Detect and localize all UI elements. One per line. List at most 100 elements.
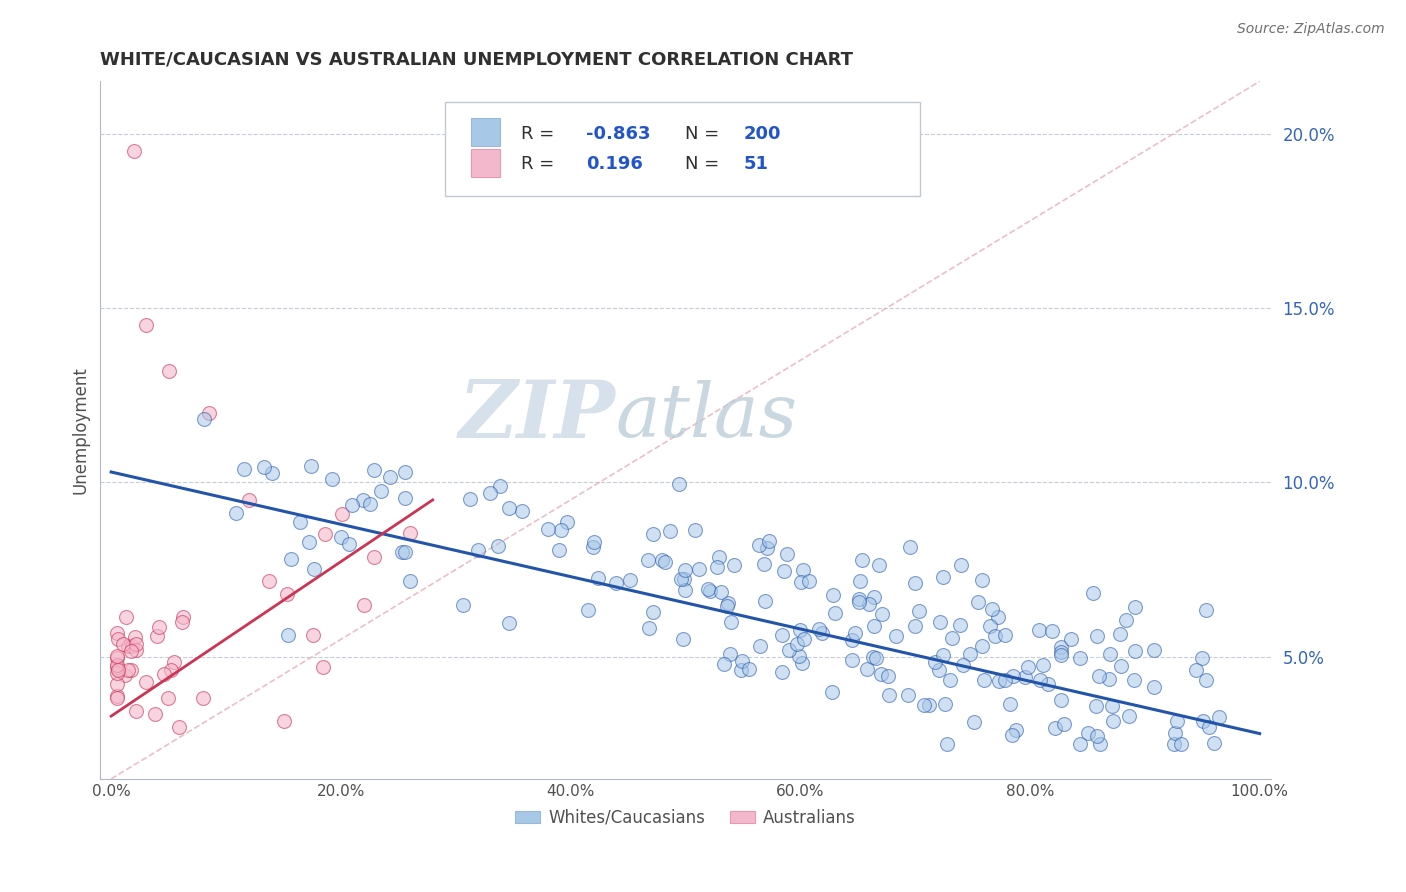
Point: [672, 572, 695, 586]
Point: [114, 668, 136, 682]
Point: [157, 364, 180, 378]
Point: [125, 704, 148, 718]
Point: [107, 632, 129, 646]
Point: [932, 570, 955, 584]
Point: [1049, 640, 1071, 654]
Point: [363, 463, 385, 477]
FancyBboxPatch shape: [446, 103, 920, 196]
Point: [776, 547, 799, 561]
Point: [1198, 720, 1220, 734]
Point: [1185, 664, 1208, 678]
Point: [548, 543, 571, 558]
Point: [453, 598, 475, 612]
Point: [277, 628, 299, 642]
Point: [1002, 669, 1025, 683]
Point: [1123, 600, 1146, 615]
Point: [848, 595, 870, 609]
Point: [754, 557, 776, 571]
Point: [1123, 644, 1146, 658]
Point: [1085, 729, 1108, 743]
Point: [105, 651, 128, 665]
Point: [908, 604, 931, 618]
Point: [111, 637, 134, 651]
Point: [863, 590, 886, 604]
Point: [862, 649, 884, 664]
Point: [720, 615, 742, 629]
Point: [193, 412, 215, 426]
Point: [394, 545, 416, 559]
Point: [1004, 723, 1026, 737]
Point: [105, 691, 128, 706]
Point: [856, 662, 879, 676]
Point: [898, 540, 921, 554]
Point: [1014, 670, 1036, 684]
Point: [886, 629, 908, 643]
Point: [987, 673, 1010, 688]
Point: [851, 552, 873, 566]
Point: [605, 576, 627, 591]
Point: [311, 659, 333, 673]
Point: [986, 610, 1008, 624]
Point: [939, 673, 962, 687]
Point: [170, 615, 193, 630]
Y-axis label: Unemployment: Unemployment: [72, 367, 89, 494]
Point: [668, 476, 690, 491]
Point: [789, 575, 811, 590]
Point: [394, 465, 416, 479]
Point: [1166, 714, 1188, 729]
Point: [936, 737, 959, 751]
Point: [754, 594, 776, 608]
Point: [1001, 728, 1024, 742]
Point: [233, 462, 256, 476]
Point: [148, 620, 170, 634]
Point: [253, 459, 276, 474]
Point: [1081, 586, 1104, 600]
Point: [934, 697, 956, 711]
Text: N =: N =: [685, 125, 720, 143]
Point: [107, 662, 129, 676]
Point: [370, 483, 392, 498]
Point: [124, 642, 146, 657]
Point: [120, 644, 142, 658]
Point: [225, 506, 247, 520]
Point: [949, 617, 972, 632]
Point: [1164, 726, 1187, 740]
Bar: [471, 149, 501, 177]
Point: [717, 596, 740, 610]
Point: [738, 662, 761, 676]
Text: R =: R =: [522, 125, 554, 143]
Point: [731, 654, 754, 668]
Point: [950, 558, 973, 572]
Point: [786, 638, 808, 652]
Legend: Whites/Caucasians, Australians: Whites/Caucasians, Australians: [508, 802, 863, 833]
Point: [773, 564, 796, 578]
Point: [1050, 644, 1073, 658]
Point: [105, 676, 128, 690]
Point: [582, 541, 605, 555]
Point: [789, 624, 811, 638]
Point: [638, 621, 661, 635]
Point: [1060, 632, 1083, 646]
Point: [160, 663, 183, 677]
Point: [1050, 648, 1073, 663]
Point: [904, 619, 927, 633]
Text: 200: 200: [744, 125, 782, 143]
Point: [197, 406, 219, 420]
Point: [125, 637, 148, 651]
Point: [135, 318, 157, 333]
Point: [290, 515, 312, 529]
Text: ZIP: ZIP: [458, 377, 614, 455]
Point: [1115, 613, 1137, 627]
Text: Source: ZipAtlas.com: Source: ZipAtlas.com: [1237, 22, 1385, 37]
Point: [105, 657, 128, 672]
Point: [1109, 658, 1132, 673]
Point: [478, 486, 501, 500]
Point: [280, 552, 302, 566]
Point: [314, 527, 336, 541]
Point: [824, 607, 846, 621]
Point: [117, 639, 139, 653]
Point: [1143, 680, 1166, 694]
Point: [1088, 737, 1111, 751]
Point: [849, 574, 872, 589]
Point: [979, 618, 1001, 632]
